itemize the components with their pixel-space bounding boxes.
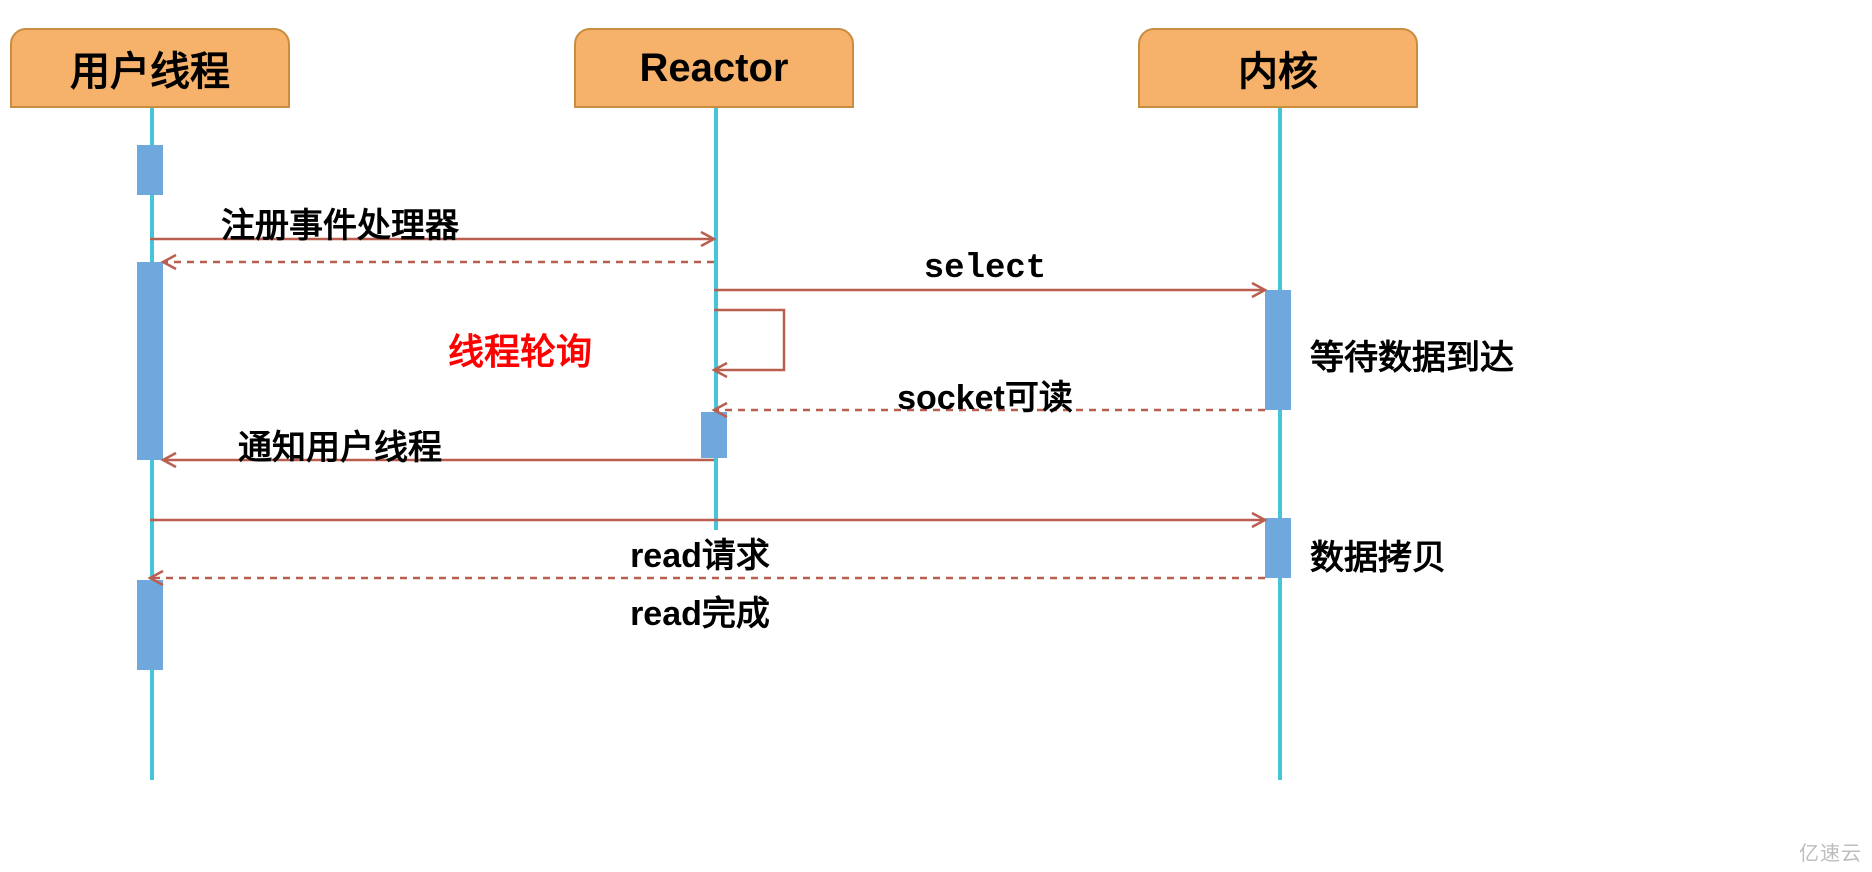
- activation-user-1: [137, 145, 163, 195]
- sequence-diagram: 用户线程 Reactor 内核 注册事件处理器 select 线程轮询 sock…: [0, 0, 1872, 872]
- participant-kernel: 内核: [1138, 28, 1418, 108]
- label-socket-readable: socket可读: [835, 370, 1135, 419]
- watermark: 亿速云: [1799, 837, 1862, 866]
- label-notify-user: 通知用户线程: [190, 420, 490, 469]
- lifeline-reactor: [714, 108, 718, 530]
- label-register-handler: 注册事件处理器: [190, 198, 490, 247]
- participant-user-label: 用户线程: [70, 39, 230, 97]
- participant-reactor-label: Reactor: [640, 46, 789, 91]
- activation-reactor-1: [701, 412, 727, 458]
- lifeline-kernel: [1278, 108, 1282, 780]
- activation-user-2: [137, 262, 163, 460]
- activation-user-3: [137, 580, 163, 670]
- side-label-data-copy: 数据拷贝: [1310, 530, 1446, 579]
- label-select: select: [835, 250, 1135, 288]
- label-thread-poll: 线程轮询: [312, 323, 592, 375]
- label-read-done: read完成: [550, 586, 850, 635]
- participant-user: 用户线程: [10, 28, 290, 108]
- side-label-wait-data: 等待数据到达: [1310, 330, 1514, 379]
- participant-kernel-label: 内核: [1238, 39, 1318, 97]
- activation-kernel-2: [1265, 518, 1291, 578]
- activation-kernel-1: [1265, 290, 1291, 410]
- participant-reactor: Reactor: [574, 28, 854, 108]
- label-read-request: read请求: [550, 528, 850, 577]
